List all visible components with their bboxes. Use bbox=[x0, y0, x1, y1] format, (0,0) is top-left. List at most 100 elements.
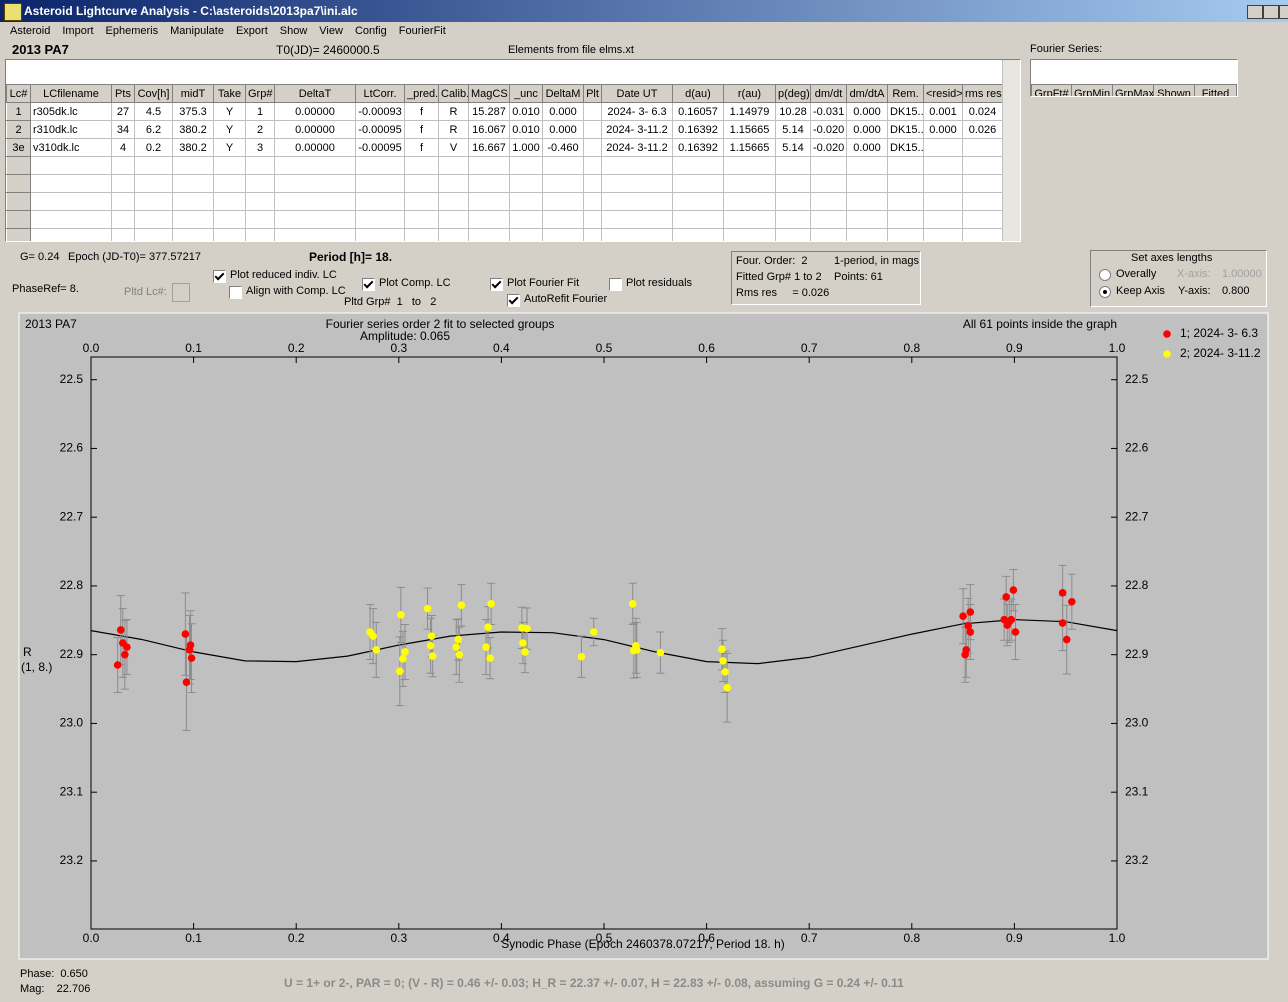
table-cell[interactable]: 0.16057 bbox=[672, 102, 724, 121]
table-cell[interactable]: DK15.. bbox=[887, 102, 924, 121]
table-cell[interactable]: 4 bbox=[111, 138, 135, 157]
row-header[interactable]: 1 bbox=[6, 102, 31, 121]
y-axis-setting[interactable]: 0.800 bbox=[1222, 285, 1250, 297]
checkbox[interactable] bbox=[229, 286, 242, 299]
row-header[interactable]: 3e bbox=[6, 138, 31, 157]
table-cell[interactable]: 0.000 bbox=[846, 138, 888, 157]
table-cell[interactable]: 0.000 bbox=[923, 120, 963, 139]
menu-item[interactable]: Export bbox=[235, 25, 268, 37]
checkbox[interactable] bbox=[609, 278, 622, 291]
table-cell[interactable]: 0.00000 bbox=[274, 102, 356, 121]
table-cell[interactable] bbox=[583, 120, 602, 139]
checkbox[interactable] bbox=[213, 270, 226, 283]
table-cell[interactable]: 0.000 bbox=[846, 102, 888, 121]
radio[interactable] bbox=[1099, 286, 1111, 298]
table-cell[interactable]: f bbox=[404, 120, 439, 139]
radio-label[interactable]: Keep Axis bbox=[1116, 285, 1165, 297]
table-cell[interactable]: 4.5 bbox=[134, 102, 173, 121]
table-cell[interactable]: 1.14979 bbox=[723, 102, 776, 121]
table-cell[interactable]: f bbox=[404, 102, 439, 121]
table-cell[interactable]: 380.2 bbox=[172, 138, 214, 157]
radio[interactable] bbox=[1099, 269, 1111, 281]
spinner[interactable] bbox=[172, 283, 190, 302]
table-cell[interactable]: 5.14 bbox=[775, 120, 811, 139]
minimize-button[interactable] bbox=[1247, 5, 1263, 19]
table-cell[interactable]: 0.000 bbox=[542, 102, 584, 121]
table-cell[interactable]: 6.2 bbox=[134, 120, 173, 139]
table-cell[interactable]: 375.3 bbox=[172, 102, 214, 121]
checkbox[interactable] bbox=[490, 278, 503, 291]
table-cell[interactable]: Y bbox=[213, 102, 246, 121]
menu-item[interactable]: FourierFit bbox=[398, 25, 446, 37]
table-cell[interactable]: V bbox=[438, 138, 469, 157]
table-cell[interactable]: 0.16392 bbox=[672, 120, 724, 139]
menu-item[interactable]: Asteroid bbox=[10, 25, 51, 37]
checkbox[interactable] bbox=[507, 294, 520, 307]
table-cell[interactable]: -0.00095 bbox=[355, 120, 405, 139]
table-cell[interactable]: 15.287 bbox=[468, 102, 510, 121]
table-cell[interactable]: 1 bbox=[245, 102, 275, 121]
row-header[interactable]: 2 bbox=[6, 120, 31, 139]
table-cell[interactable]: 0.010 bbox=[509, 102, 543, 121]
table-cell[interactable]: 2024- 3- 6.3 bbox=[601, 102, 673, 121]
checkbox-label[interactable]: Plot reduced indiv. LC bbox=[230, 269, 337, 281]
menu-item[interactable]: Import bbox=[62, 25, 94, 37]
table-cell[interactable]: -0.020 bbox=[810, 138, 847, 157]
menu-item[interactable]: Manipulate bbox=[170, 25, 224, 37]
table-cell[interactable]: 0.024 bbox=[962, 102, 1003, 121]
checkbox-label[interactable]: Align with Comp. LC bbox=[246, 285, 346, 297]
checkbox-label[interactable]: Plot residuals bbox=[626, 277, 693, 289]
table-row[interactable]: 1 r305dk.lc 27 4.5 375.3 Y 1 0.00000 -0.00093 f R 1… bbox=[6, 102, 1003, 121]
table-cell[interactable]: 2024- 3-11.2 bbox=[601, 120, 673, 139]
table-cell[interactable]: 0.026 bbox=[962, 120, 1003, 139]
menu-item[interactable]: View bbox=[319, 25, 343, 37]
table-cell[interactable]: 0.000 bbox=[542, 120, 584, 139]
table-cell[interactable]: 0.2 bbox=[134, 138, 173, 157]
maximize-button[interactable] bbox=[1263, 5, 1279, 19]
table-cell[interactable]: 0.001 bbox=[923, 102, 963, 121]
table-cell[interactable]: 34 bbox=[111, 120, 135, 139]
table-cell[interactable]: f bbox=[404, 138, 439, 157]
menu-item[interactable]: Config bbox=[354, 25, 387, 37]
table-cell[interactable] bbox=[923, 138, 963, 157]
table-cell[interactable]: -0.020 bbox=[810, 120, 847, 139]
table-cell[interactable]: Y bbox=[213, 138, 246, 157]
table-cell[interactable]: 380.2 bbox=[172, 120, 214, 139]
table-cell[interactable]: r310dk.lc bbox=[30, 120, 112, 139]
menu-item[interactable]: Show bbox=[279, 25, 308, 37]
table-cell[interactable]: DK15.. bbox=[887, 138, 924, 157]
table-cell[interactable]: 0.000 bbox=[846, 120, 888, 139]
checkbox-label[interactable]: AutoRefit Fourier bbox=[524, 293, 608, 305]
table-cell[interactable]: 1.000 bbox=[509, 138, 543, 157]
table-cell[interactable]: -0.031 bbox=[810, 102, 847, 121]
table-cell[interactable]: 10.28 bbox=[775, 102, 811, 121]
table-cell[interactable]: -0.00095 bbox=[355, 138, 405, 157]
table-cell[interactable]: DK15.. bbox=[887, 120, 924, 139]
table-cell[interactable] bbox=[583, 138, 602, 157]
table-cell[interactable]: 2 bbox=[245, 120, 275, 139]
menu-item[interactable]: Ephemeris bbox=[105, 25, 159, 37]
table-cell[interactable]: v310dk.lc bbox=[30, 138, 112, 157]
table-cell[interactable]: 1.15665 bbox=[723, 120, 776, 139]
table-row[interactable]: 2 r310dk.lc 34 6.2 380.2 Y 2 0.00000 -0.00095 f R 1… bbox=[6, 120, 1003, 139]
table-cell[interactable]: 16.667 bbox=[468, 138, 510, 157]
table-cell[interactable]: 0.16392 bbox=[672, 138, 724, 157]
table-row[interactable]: 3e v310dk.lc 4 0.2 380.2 Y 3 0.00000 -0.00095 f V 1… bbox=[6, 138, 1003, 157]
checkbox-label[interactable]: Plot Fourier Fit bbox=[507, 277, 580, 289]
table-cell[interactable]: -0.00093 bbox=[355, 102, 405, 121]
table-cell[interactable]: 0.00000 bbox=[274, 120, 356, 139]
table-cell[interactable]: 1.15665 bbox=[723, 138, 776, 157]
table-cell[interactable]: R bbox=[438, 102, 469, 121]
table-cell[interactable] bbox=[962, 138, 1003, 157]
checkbox[interactable] bbox=[362, 278, 375, 291]
table-cell[interactable]: Y bbox=[213, 120, 246, 139]
table-cell[interactable] bbox=[583, 102, 602, 121]
table-cell[interactable]: -0.460 bbox=[542, 138, 584, 157]
radio-label[interactable]: Overally bbox=[1116, 268, 1157, 280]
table-cell[interactable]: 0.00000 bbox=[274, 138, 356, 157]
close-button[interactable] bbox=[1279, 5, 1288, 19]
table-cell[interactable]: r305dk.lc bbox=[30, 102, 112, 121]
table-cell[interactable]: 3 bbox=[245, 138, 275, 157]
scrollbar[interactable] bbox=[1002, 60, 1020, 241]
table-cell[interactable]: 5.14 bbox=[775, 138, 811, 157]
